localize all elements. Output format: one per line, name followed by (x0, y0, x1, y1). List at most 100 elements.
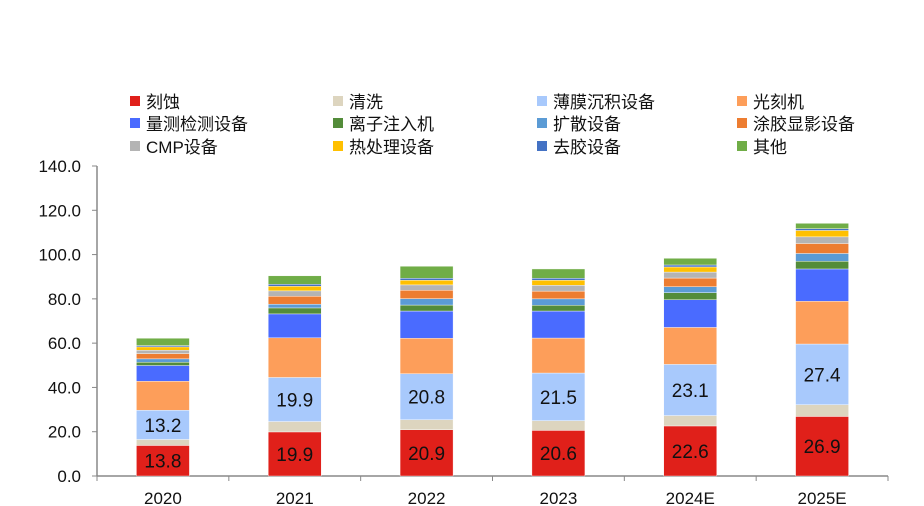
legend-label: 去胶设备 (553, 138, 621, 157)
legend-swatch (537, 140, 547, 151)
bar-segment (399, 338, 454, 374)
legend-label: 光刻机 (753, 93, 804, 112)
bar-segment (136, 365, 190, 382)
bar-segment (268, 377, 322, 422)
bar-segment (663, 425, 717, 477)
y-tick-label: 120.0 (38, 201, 81, 220)
data-label: 19.9 (276, 390, 313, 411)
data-label: 20.8 (408, 388, 445, 409)
y-tick-label: 40.0 (48, 378, 81, 397)
bar-segment (268, 421, 322, 433)
legend-swatch (537, 117, 547, 128)
data-label: 27.4 (804, 365, 841, 386)
bar-segment (663, 277, 717, 287)
x-tick-label: 2023 (540, 489, 578, 506)
data-label: 13.2 (144, 416, 181, 437)
bar-segment (663, 286, 717, 293)
bar-segment (136, 358, 190, 363)
data-label: 20.9 (408, 444, 445, 465)
bar-segment (531, 278, 586, 281)
legend-item: 其他 (737, 133, 787, 158)
legend-swatch (333, 95, 343, 106)
bar-segment (136, 346, 190, 351)
x-tick-label: 2021 (276, 489, 314, 506)
legend-label: CMP设备 (146, 138, 218, 157)
bar-segment (268, 290, 322, 297)
y-tick-label: 20.0 (48, 423, 81, 442)
bar-segment (268, 284, 322, 287)
bar-segment (531, 430, 586, 477)
bar-segment (268, 303, 322, 309)
y-tick-label: 100.0 (38, 246, 81, 265)
y-tick-label: 0.0 (57, 467, 81, 486)
bar-segment (268, 431, 322, 477)
legend-item: CMP设备 (130, 133, 218, 158)
bar-segment (531, 280, 586, 286)
legend-item: 量测检测设备 (130, 110, 248, 135)
legend-item: 清洗 (333, 88, 383, 113)
bar-segment (795, 223, 849, 229)
bar-segment (136, 350, 190, 354)
data-label: 22.6 (672, 442, 709, 463)
bar-segment (399, 290, 454, 299)
bar-segment (399, 266, 454, 279)
bar-segment (663, 364, 717, 416)
bar-segment (399, 284, 454, 291)
bar-segment (136, 361, 190, 366)
bar-segment (663, 292, 717, 300)
legend-label: 薄膜沉积设备 (553, 93, 655, 112)
legend-swatch (130, 140, 140, 151)
bar-segment (531, 285, 586, 292)
bar-segment (795, 416, 849, 477)
legend-item: 热处理设备 (333, 133, 434, 158)
bar-segment (795, 253, 849, 262)
legend-item: 光刻机 (737, 88, 804, 113)
legend-swatch (333, 117, 343, 128)
legend-item: 去胶设备 (537, 133, 621, 158)
y-tick-label: 140.0 (38, 157, 81, 176)
x-tick-label: 2020 (144, 489, 182, 506)
data-label: 19.9 (276, 445, 313, 466)
legend-label: 清洗 (349, 93, 383, 112)
legend-label: 热处理设备 (349, 138, 434, 157)
bar-segment (136, 439, 190, 446)
legend-swatch (737, 117, 747, 128)
legend-swatch (737, 140, 747, 151)
bar-segment (136, 353, 190, 360)
legend-swatch (737, 95, 747, 106)
bar-segment (399, 419, 454, 430)
legend-label: 涂胶显影设备 (753, 115, 855, 134)
legend-item: 涂胶显影设备 (737, 110, 855, 135)
bar-segment (531, 337, 586, 374)
bar-segment (531, 298, 586, 306)
legend-item: 扩散设备 (537, 110, 621, 135)
data-label: 23.1 (672, 381, 709, 402)
x-tick-label: 2024E (666, 489, 715, 506)
x-tick-label: 2022 (408, 489, 446, 506)
bar-segment (531, 420, 586, 431)
bar-segment (399, 304, 454, 312)
y-tick-label: 60.0 (48, 334, 81, 353)
bar-segment (531, 290, 586, 300)
bar-segment (136, 381, 190, 411)
legend-label: 刻蚀 (146, 93, 180, 112)
legend-label: 扩散设备 (553, 115, 621, 134)
legend-swatch (537, 95, 547, 106)
bar-segment (399, 310, 454, 339)
bar-segment (399, 280, 454, 286)
bar-segment (136, 410, 190, 440)
bar-segment (268, 337, 322, 378)
data-label: 26.9 (804, 437, 841, 458)
bar-segment (795, 230, 849, 238)
bar-segment (268, 313, 322, 339)
bar-segment (663, 299, 717, 328)
legend-label: 其他 (753, 138, 787, 157)
bar-segment (795, 243, 849, 254)
bar-segment (399, 298, 454, 306)
bar-segment (531, 305, 586, 312)
bar-segment (795, 268, 849, 302)
legend-item: 薄膜沉积设备 (537, 88, 655, 113)
legend-item: 刻蚀 (130, 88, 180, 113)
data-label: 13.8 (144, 452, 181, 473)
bar-segment (663, 271, 717, 279)
